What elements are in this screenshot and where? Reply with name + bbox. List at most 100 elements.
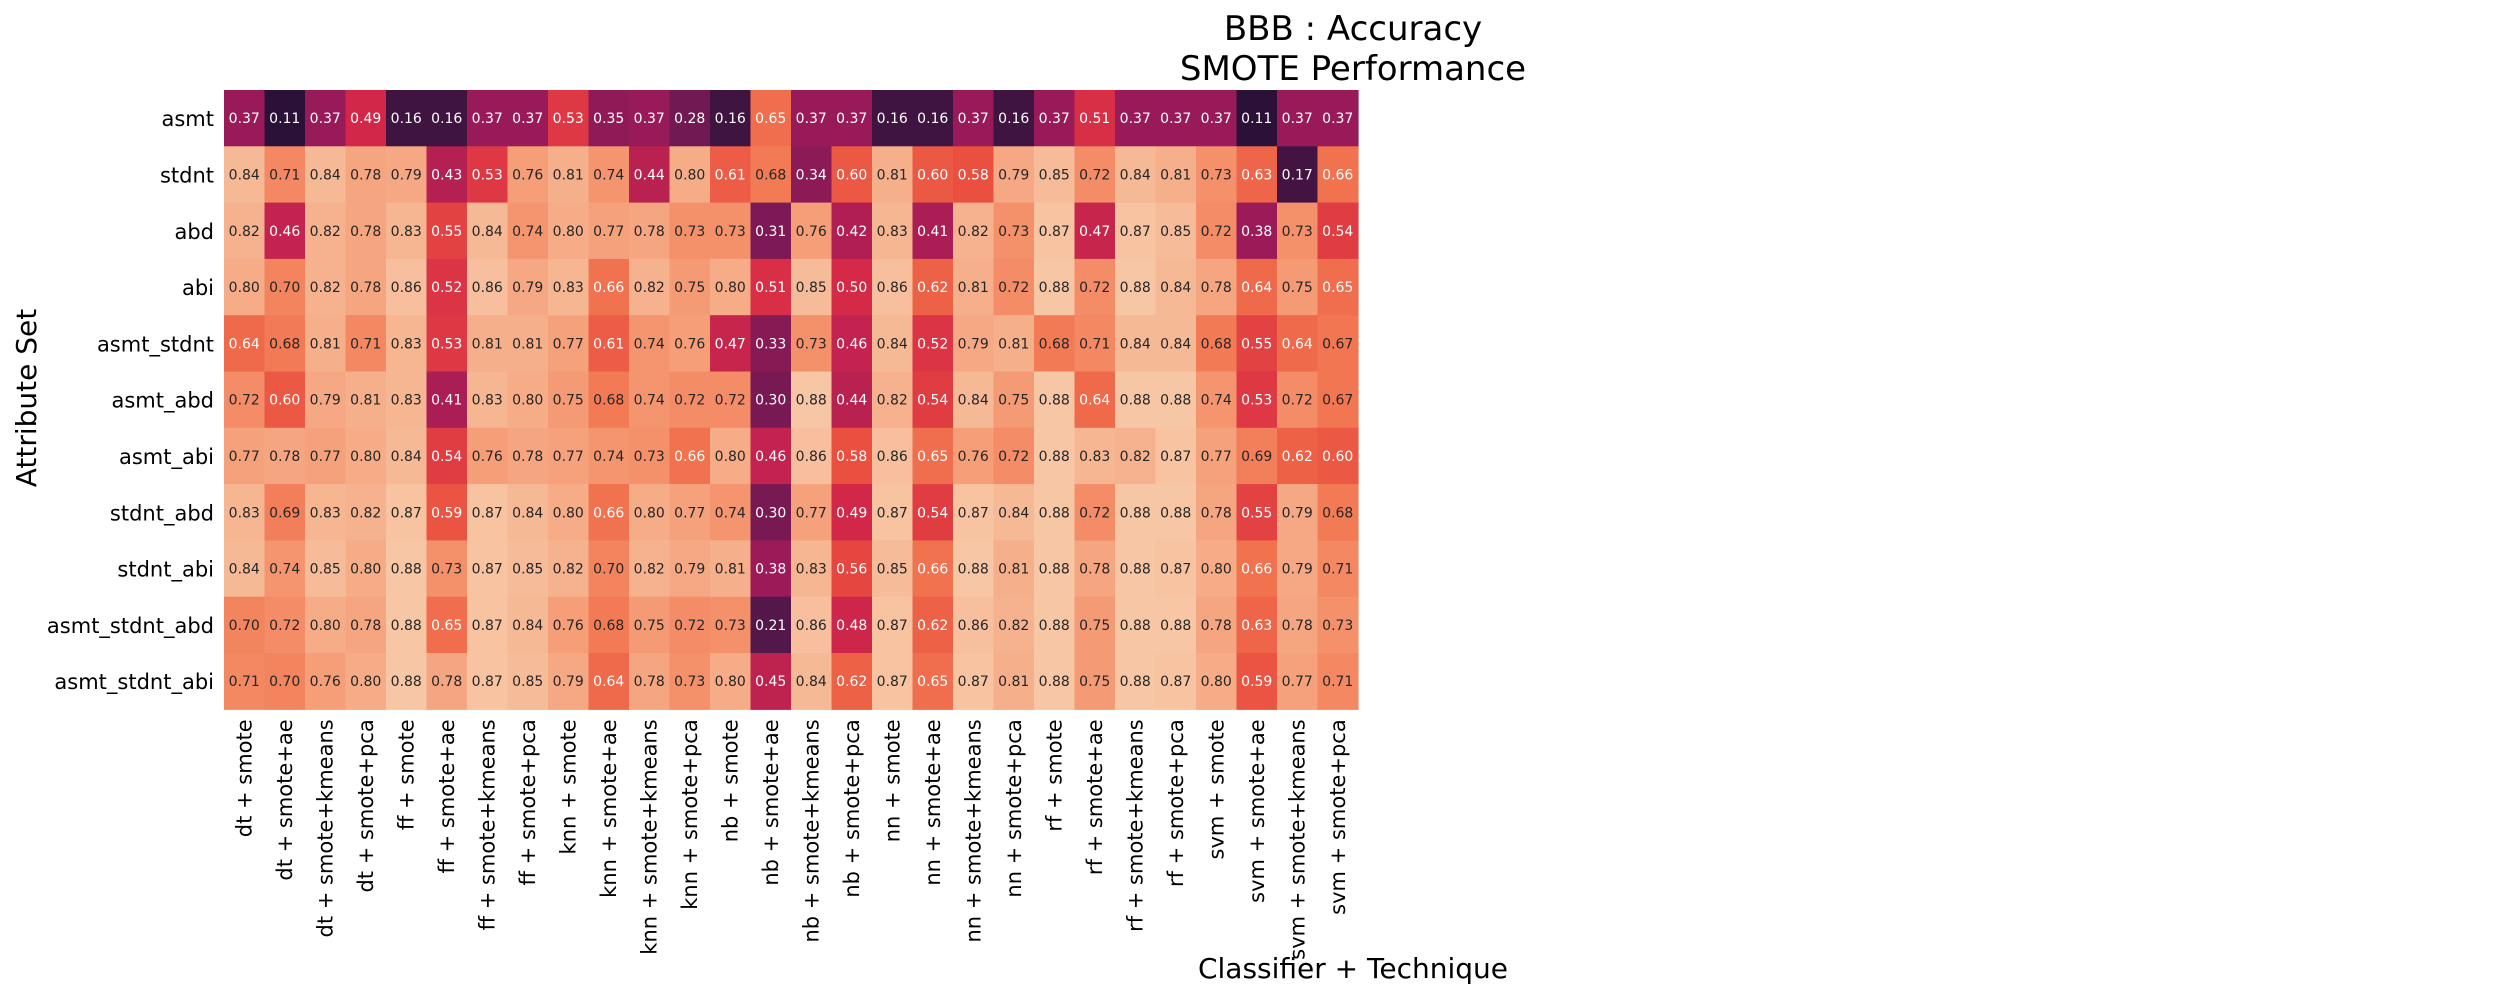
x-tick-label: dt + smote+pca [354,719,378,892]
heatmap-cell [953,653,995,710]
heatmap-cell [507,258,549,316]
cell-value-label: 0.83 [310,505,341,521]
x-tick-label: dt + smote+kmeans [313,719,337,937]
heatmap-cell [305,90,347,147]
cell-value-label: 0.74 [593,449,624,465]
heatmap-cell [467,258,509,316]
heatmap-cell [1317,315,1359,373]
cell-value-label: 0.61 [715,167,746,183]
cell-value-label: 0.78 [512,449,543,465]
cell-value-label: 0.88 [1039,618,1070,634]
x-tick-label: nb + smote [718,719,742,842]
cell-value-label: 0.87 [877,505,908,521]
heatmap-cell [1196,540,1238,598]
cell-value-label: 0.77 [674,505,705,521]
cell-value-label: 0.77 [553,336,584,352]
heatmap-cell [629,146,671,204]
heatmap-cell [426,202,468,260]
heatmap-cell [386,146,428,204]
cell-value-label: 0.80 [1201,562,1232,578]
cell-value-label: 0.79 [1282,562,1313,578]
cell-value-label: 0.65 [755,111,786,127]
cell-value-label: 0.34 [796,167,827,183]
heatmap-cells: 0.37 0.11 0.37 0.49 0.16 0.16 0.37 0.37 0.53 0.35… [224,90,1359,710]
heatmap-cell [507,484,549,541]
heatmap-cell [1317,146,1359,204]
heatmap-cell [629,371,671,429]
heatmap-cell [507,90,549,147]
heatmap-cell [872,596,914,654]
heatmap-cell [264,596,306,654]
heatmap-cell [507,540,549,598]
cell-value-label: 0.88 [1039,562,1070,578]
heatmap-cell [629,315,671,373]
heatmap-cell [1034,146,1076,204]
cell-value-label: 0.82 [634,280,665,296]
heatmap-cell [588,146,630,204]
heatmap-cell [953,427,995,485]
heatmap-cell [224,596,266,654]
cell-value-label: 0.73 [674,674,705,690]
cell-value-label: 0.47 [715,336,746,352]
heatmap-cell [831,484,873,541]
cell-value-label: 0.73 [1201,167,1232,183]
cell-value-label: 0.75 [1282,280,1313,296]
heatmap-cell [1155,258,1197,316]
cell-value-label: 0.65 [917,449,948,465]
cell-value-label: 0.79 [674,562,705,578]
cell-value-label: 0.64 [1241,280,1272,296]
cell-value-label: 0.54 [431,449,462,465]
cell-value-label: 0.81 [350,393,381,409]
heatmap-cell [669,90,711,147]
cell-value-label: 0.75 [1079,674,1110,690]
heatmap-cell [1236,371,1278,429]
heatmap-cell [305,202,347,260]
cell-value-label: 0.37 [1322,111,1353,127]
heatmap-cell [1277,258,1319,316]
cell-value-label: 0.63 [1241,618,1272,634]
cell-value-label: 0.72 [998,449,1029,465]
cell-value-label: 0.80 [715,280,746,296]
cell-value-label: 0.55 [1241,505,1272,521]
heatmap-cell [507,653,549,710]
cell-value-label: 0.47 [1079,224,1110,240]
cell-value-label: 0.74 [634,336,665,352]
heatmap-cell [629,653,671,710]
heatmap-cell [1155,371,1197,429]
heatmap-cell [791,484,833,541]
heatmap-cell [1034,427,1076,485]
heatmap-cell [386,427,428,485]
x-tick-label: nb + smote+ae [759,719,783,885]
cell-value-label: 0.87 [472,674,503,690]
cell-value-label: 0.70 [269,280,300,296]
heatmap-cell [588,540,630,598]
heatmap-cell [1155,90,1197,147]
cell-value-label: 0.82 [310,280,341,296]
heatmap-cell [750,427,792,485]
cell-value-label: 0.85 [512,562,543,578]
cell-value-label: 0.55 [1241,336,1272,352]
heatmap-cell [831,90,873,147]
cell-value-label: 0.56 [836,562,867,578]
heatmap-cell [791,653,833,710]
cell-value-label: 0.54 [917,393,948,409]
heatmap-cell [305,596,347,654]
heatmap-cell [1317,540,1359,598]
heatmap-cell [1074,315,1116,373]
cell-value-label: 0.85 [1160,224,1191,240]
heatmap-cell [467,427,509,485]
heatmap-cell [345,258,387,316]
heatmap-cell [750,202,792,260]
heatmap-cell [1236,540,1278,598]
cell-value-label: 0.88 [796,393,827,409]
heatmap-cell [305,371,347,429]
cell-value-label: 0.88 [1039,449,1070,465]
x-tick-label: ff + smote [394,719,418,830]
cell-value-label: 0.88 [1120,674,1151,690]
cell-value-label: 0.81 [998,336,1029,352]
heatmap-cell [791,371,833,429]
cell-value-label: 0.81 [512,336,543,352]
cell-value-label: 0.51 [1079,111,1110,127]
heatmap-cell [993,315,1035,373]
cell-value-label: 0.69 [269,505,300,521]
